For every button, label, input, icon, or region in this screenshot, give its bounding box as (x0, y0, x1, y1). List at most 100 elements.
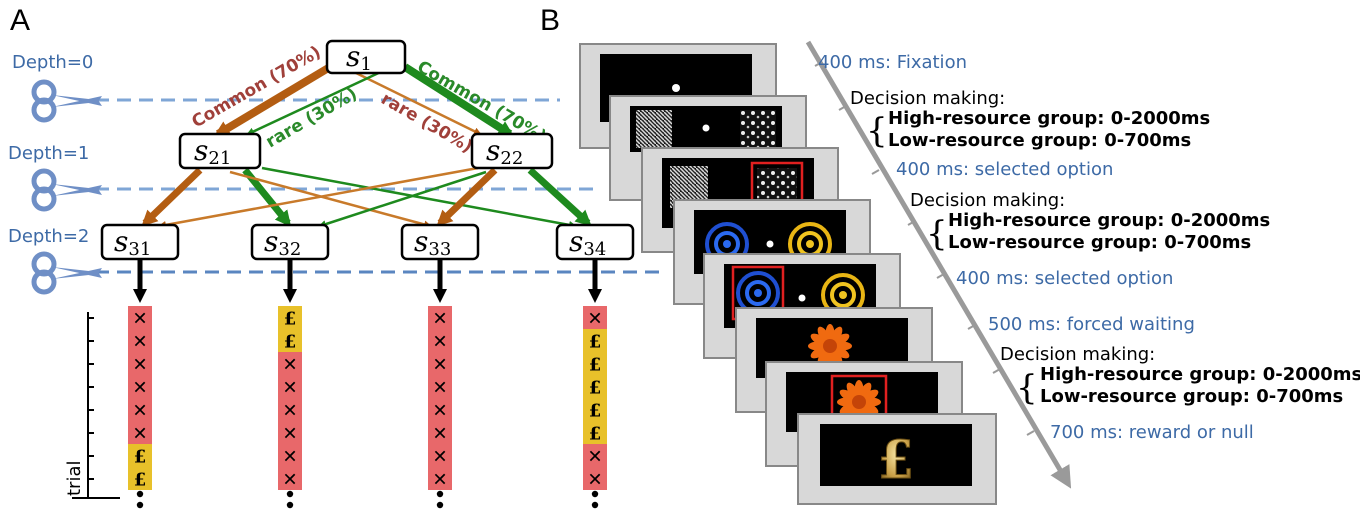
reward-cell (278, 329, 302, 352)
cross-icon: ✕ (132, 355, 147, 376)
high-resource-1: High-resource group: 0-2000ms (888, 108, 1210, 129)
ellipsis-s32 (286, 490, 294, 509)
loss-cell (128, 421, 152, 444)
edge-s22-s31-rare (158, 166, 479, 229)
node-s1-sub: 1 (360, 54, 371, 75)
reward-cell (583, 329, 607, 352)
edge-s22-s32-rare (318, 170, 487, 228)
outcome-column-s34: ✕£££££✕✕ (583, 306, 607, 491)
cross-icon: ✕ (432, 355, 447, 376)
fractal-stimulus-icon (636, 110, 672, 148)
brace-2: { (926, 214, 948, 254)
time-selected-2: 400 ms: selected option (956, 268, 1173, 289)
pound-icon: £ (589, 378, 602, 399)
cross-icon: ✕ (132, 424, 147, 445)
node-s31-sub: 31 (128, 239, 151, 260)
cross-icon: ✕ (282, 447, 297, 468)
loss-cell (128, 352, 152, 375)
node-s31-base: s (114, 225, 128, 258)
loss-cell (583, 444, 607, 467)
reward-cell (583, 375, 607, 398)
loss-cell (278, 352, 302, 375)
low-resource-3: Low-resource group: 0-700ms (1040, 386, 1343, 407)
depth-label-0: Depth=0 (12, 52, 93, 73)
scissors-icon (31, 251, 102, 295)
loss-cell (128, 375, 152, 398)
node-s22-base: s (486, 134, 500, 167)
cross-icon: ✕ (282, 355, 297, 376)
outcome-column-s32: ££✕✕✕✕✕✕ (278, 306, 302, 491)
loss-cell (428, 329, 452, 352)
loss-cell (428, 444, 452, 467)
outcome-column-s31: ✕✕✕✕✕✕££ (128, 306, 152, 491)
svg-text:s31: s31 (114, 225, 151, 260)
ellipsis-s33 (436, 490, 444, 509)
cross-icon: ✕ (132, 378, 147, 399)
edge-s1-s22-common (402, 63, 515, 138)
brace-1: { (866, 111, 888, 151)
node-s34-sub: 34 (583, 239, 606, 260)
cross-icon: ✕ (432, 332, 447, 353)
loss-cell (428, 306, 452, 329)
svg-text:s21: s21 (194, 134, 231, 169)
pound-coin-icon: £ (878, 430, 914, 491)
pound-icon: £ (134, 447, 147, 468)
cross-icon: ✕ (282, 424, 297, 445)
cross-icon: ✕ (432, 424, 447, 445)
loss-cell (428, 467, 452, 490)
cross-icon: ✕ (432, 447, 447, 468)
loss-cell (428, 375, 452, 398)
cross-icon: ✕ (132, 332, 147, 353)
svg-text:s34: s34 (569, 225, 606, 260)
node-s21-sub: 21 (208, 148, 231, 169)
pound-icon: £ (589, 355, 602, 376)
edge-s1-s22-rare (349, 68, 482, 136)
node-s33: s33 (400, 223, 480, 261)
node-s1: s1 (325, 39, 407, 75)
loss-cell (128, 306, 152, 329)
node-s34: s34 (555, 223, 635, 261)
cross-icon: ✕ (432, 378, 447, 399)
fractal-stimulus-icon (740, 110, 776, 148)
timeline-ticks (814, 61, 1035, 436)
pound-icon: £ (284, 309, 297, 330)
node-s34-base: s (569, 225, 583, 258)
reward-cell (128, 444, 152, 467)
time-fixation: 400 ms: Fixation (818, 52, 967, 73)
node-s21: s21 (178, 132, 262, 170)
cross-icon: ✕ (432, 309, 447, 330)
svg-text:s32: s32 (264, 225, 301, 260)
loss-cell (428, 421, 452, 444)
edge-s1-s21-rare (246, 68, 386, 136)
loss-cell (128, 329, 152, 352)
edge-s1-s21-common (213, 63, 333, 138)
time-forced-wait: 500 ms: forced waiting (988, 314, 1195, 335)
cross-icon: ✕ (132, 401, 147, 422)
svg-text:s1: s1 (346, 40, 372, 75)
loss-cell (428, 352, 452, 375)
reward-cell (583, 352, 607, 375)
screen-reward: £ (797, 413, 997, 505)
loss-cell (278, 444, 302, 467)
node-s33-base: s (414, 225, 428, 258)
cross-icon: ✕ (432, 470, 447, 491)
pound-icon: £ (589, 401, 602, 422)
pound-icon: £ (589, 332, 602, 353)
low-resource-1: Low-resource group: 0-700ms (888, 130, 1191, 151)
high-resource-2: High-resource group: 0-2000ms (948, 210, 1270, 231)
node-s22: s22 (470, 132, 554, 170)
decision-label-3: Decision making: (1000, 344, 1155, 365)
decision-label-2: Decision making: (910, 190, 1065, 211)
pound-icon: £ (284, 332, 297, 353)
cross-icon: ✕ (282, 401, 297, 422)
panel-label-b: B (540, 4, 560, 37)
low-resource-2: Low-resource group: 0-700ms (948, 232, 1251, 253)
trial-axis-label: trial (64, 461, 85, 497)
ellipsis-s31 (136, 490, 144, 509)
cross-icon: ✕ (587, 470, 602, 491)
loss-cell (583, 467, 607, 490)
node-s1-base: s (346, 40, 360, 73)
node-s32-sub: 32 (278, 239, 301, 260)
cross-icon: ✕ (132, 309, 147, 330)
